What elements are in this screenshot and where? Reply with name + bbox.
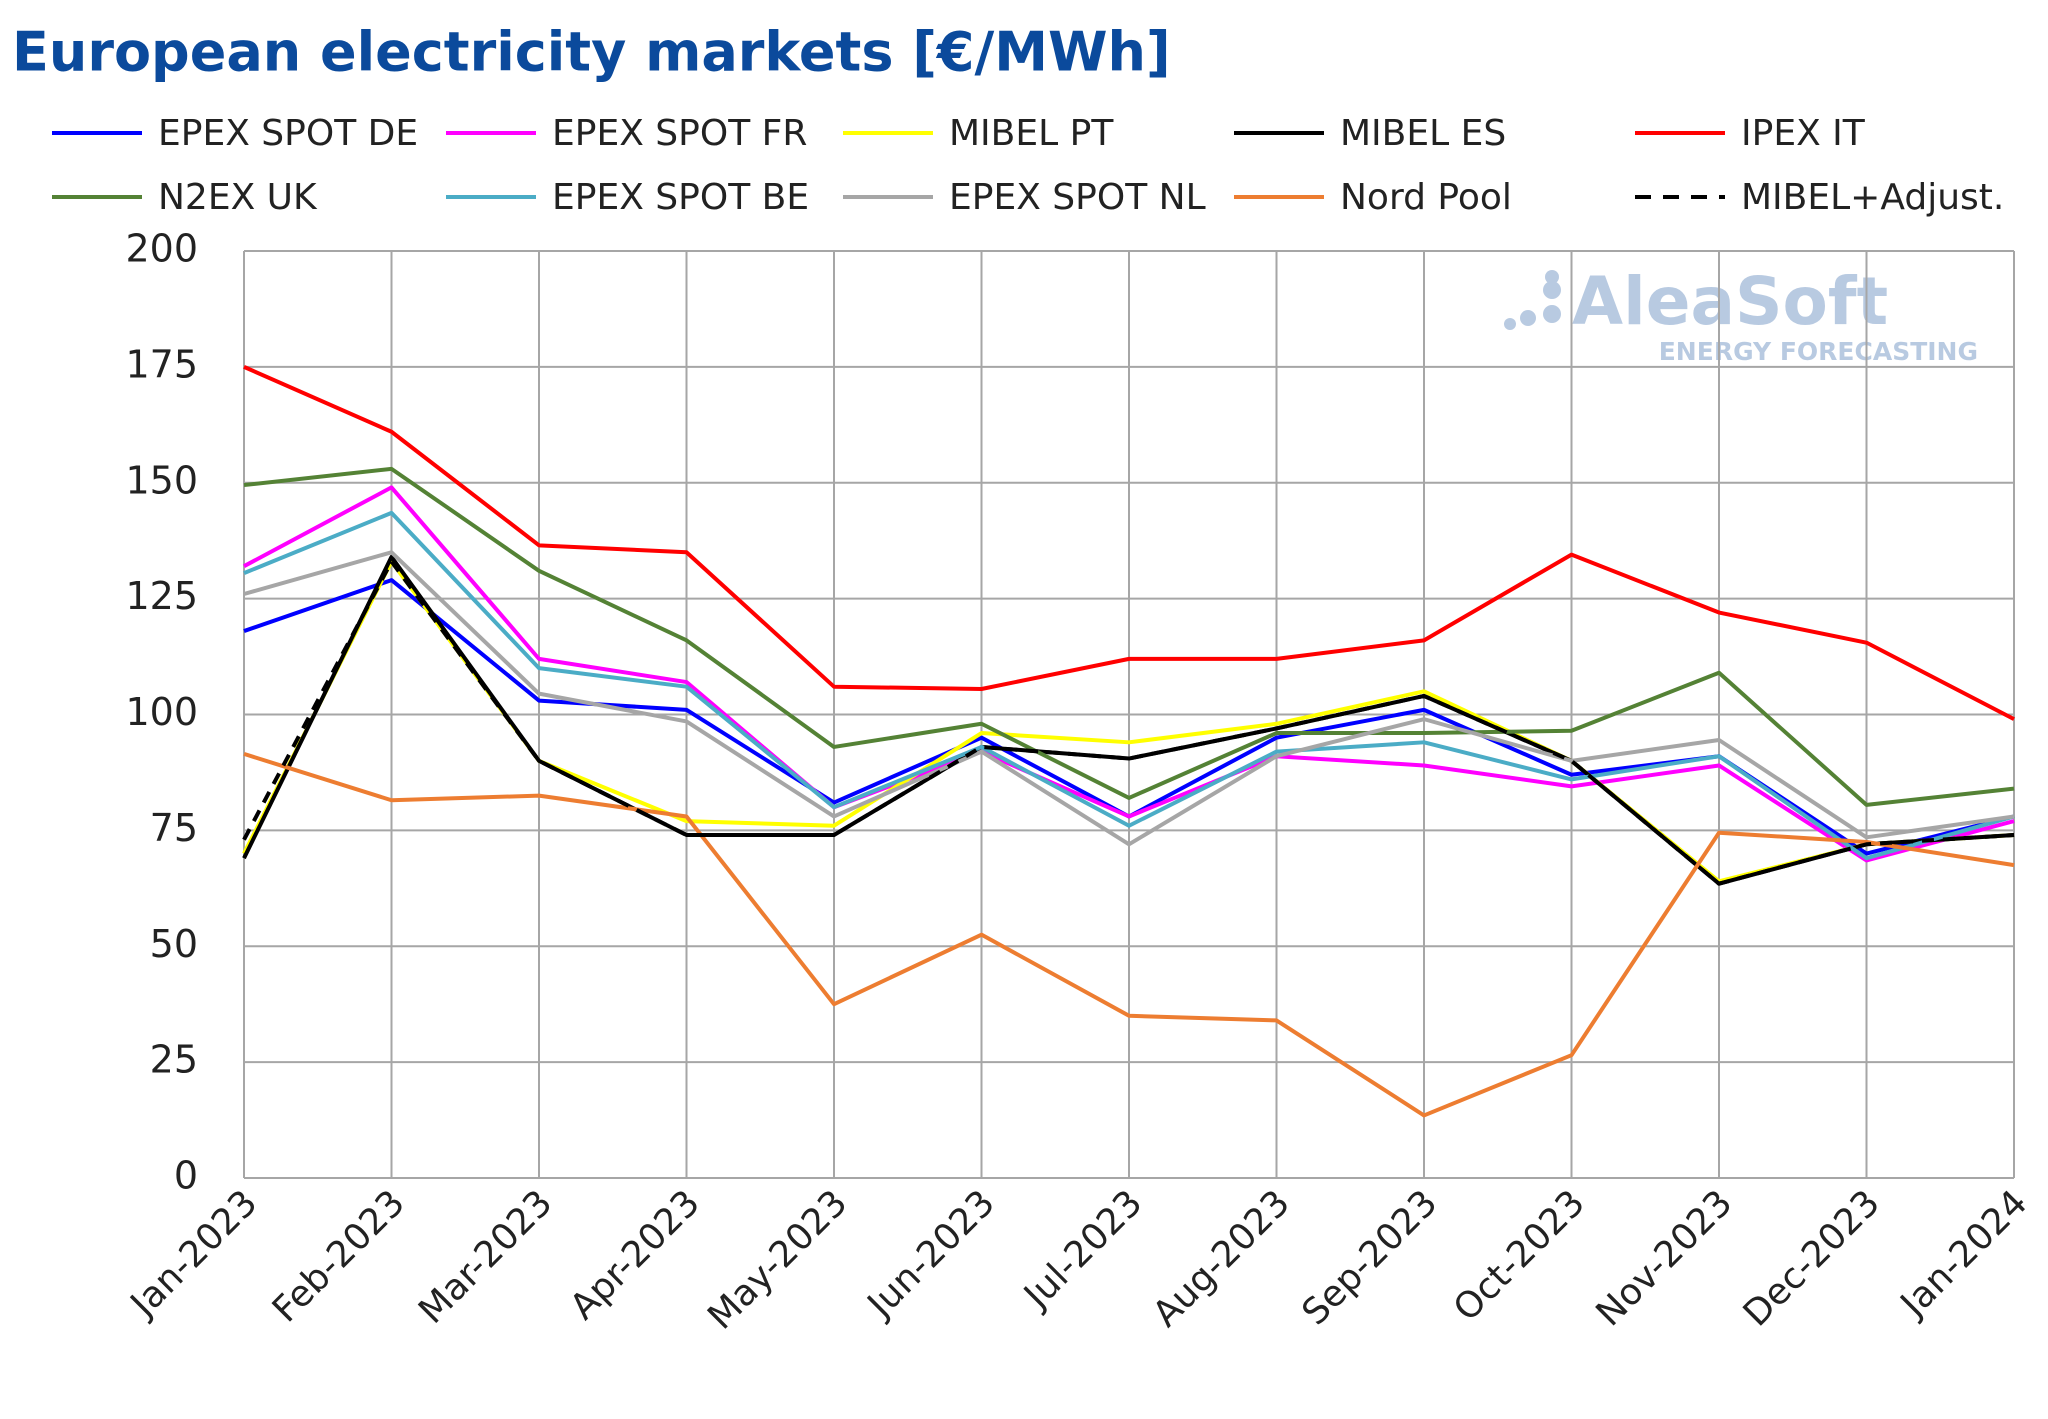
x-tick-label: Feb-2023 [265,1182,413,1330]
series-line [243,510,2015,861]
x-tick-label: Sep-2023 [1294,1182,1445,1333]
legend-label: Nord Pool [1340,177,1512,218]
y-tick-label: 175 [125,342,198,386]
legend-label: N2EX UK [158,177,318,218]
x-tick-label: Apr-2023 [563,1182,708,1327]
y-tick-label: 0 [174,1154,198,1198]
watermark: AleaSoft ENERGY FORECASTING [1504,263,1978,366]
grid [243,250,2015,1179]
legend-label: EPEX SPOT DE [158,113,418,154]
x-tick-label: Oct-2023 [1446,1182,1593,1329]
chart-title: European electricity markets [€/MWh] [12,21,1171,84]
x-tick-label: Nov-2023 [1588,1182,1740,1334]
series-line [243,485,2015,863]
y-tick-label: 25 [150,1038,198,1082]
watermark-dot [1543,305,1561,323]
series-line [243,751,2015,1118]
legend-label: MIBEL+Adjust. [1741,177,2004,218]
y-tick-label: 50 [150,922,198,966]
x-tick-label: Jul-2023 [1015,1182,1150,1317]
series-line [243,550,2015,847]
y-tick-label: 100 [125,690,198,734]
legend-label: MIBEL ES [1340,113,1506,154]
watermark-name: AleaSoft [1572,263,1888,340]
x-tick-label: Mar-2023 [411,1182,560,1331]
series-line [243,365,2015,721]
series-line [243,466,2015,807]
x-tick-label: Dec-2023 [1736,1182,1888,1334]
y-tick-label: 150 [125,458,198,502]
watermark-dot [1520,310,1536,326]
y-tick-label: 75 [150,806,198,850]
x-tick-label: Aug-2023 [1145,1182,1298,1335]
y-tick-label: 200 [125,227,198,271]
legend-label: EPEX SPOT NL [949,177,1206,218]
legend-label: IPEX IT [1741,113,1866,154]
legend-label: EPEX SPOT FR [552,113,807,154]
series-line [242,559,2015,886]
x-tick-label: Jan-2024 [1892,1182,2036,1326]
legend-label: MIBEL PT [949,113,1114,154]
x-tick-label: May-2023 [700,1182,855,1337]
watermark-dot [1504,318,1516,330]
watermark-dot [1545,270,1559,284]
y-tick-label: 125 [125,574,198,618]
x-tick-label: Jun-2023 [859,1182,1003,1326]
x-tick-label: Jan-2023 [122,1182,266,1326]
watermark-tagline: ENERGY FORECASTING [1659,337,1978,366]
legend-label: EPEX SPOT BE [552,177,809,218]
watermark-dot [1543,281,1561,299]
